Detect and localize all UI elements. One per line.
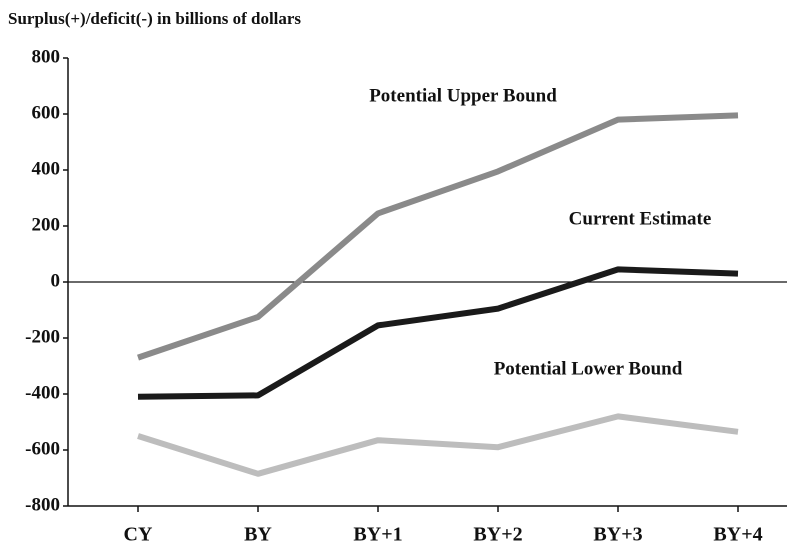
series-line <box>137 266 739 400</box>
y-tick-label: -800 <box>25 494 60 515</box>
series-label: Potential Lower Bound <box>494 358 683 379</box>
series-label: Potential Upper Bound <box>369 85 557 106</box>
x-tick-label: BY <box>244 524 272 546</box>
y-tick-label: 800 <box>32 46 61 67</box>
series-label: Current Estimate <box>569 208 712 229</box>
y-tick-label: 200 <box>32 214 61 235</box>
y-tick-label: 400 <box>32 158 61 179</box>
x-tick-label: BY+3 <box>593 524 642 546</box>
y-tick-label: -600 <box>25 438 60 459</box>
y-tick-label: 600 <box>32 102 61 123</box>
x-tick-label: BY+2 <box>473 524 522 546</box>
y-tick-label: -200 <box>25 326 60 347</box>
x-tick-label: BY+4 <box>713 524 762 546</box>
x-tick-label: CY <box>124 524 153 546</box>
y-tick-label: 0 <box>51 270 61 291</box>
y-tick-label: -400 <box>25 382 60 403</box>
series-line <box>137 112 739 361</box>
series-line <box>137 413 739 477</box>
chart-title: Surplus(+)/deficit(-) in billions of dol… <box>8 9 301 28</box>
x-tick-label: BY+1 <box>353 524 402 546</box>
